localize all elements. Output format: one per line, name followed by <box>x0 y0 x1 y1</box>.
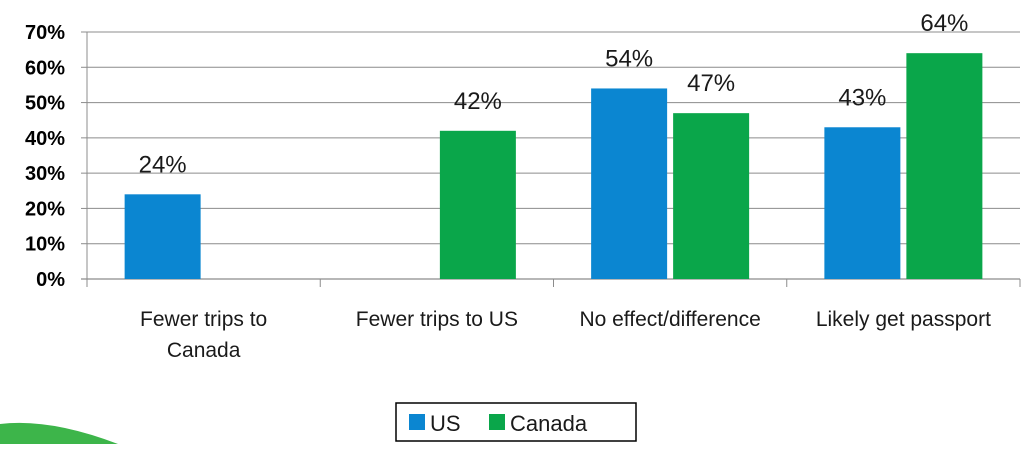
gridlines <box>87 31 1020 245</box>
legend-swatch-us <box>409 414 425 430</box>
bar-canada-2 <box>673 113 750 280</box>
data-label: 64% <box>920 10 968 37</box>
data-label: 24% <box>139 151 187 178</box>
y-tick-label: 60% <box>25 57 65 79</box>
bars <box>124 53 983 280</box>
y-tick-label: 50% <box>25 93 65 115</box>
bar-canada-1 <box>439 130 516 279</box>
legend-label-us: US <box>430 411 461 436</box>
legend-label-canada: Canada <box>510 411 588 436</box>
labels: 0% 10% 20% 30% 40% 50% 60% 70% Fewer trips to Can… <box>25 10 991 362</box>
y-tick-label: 10% <box>25 234 65 256</box>
legend-box <box>395 402 637 442</box>
bar-us-0 <box>124 194 201 279</box>
data-label: 42% <box>454 88 502 115</box>
x-category-label: Likely get passport <box>816 308 991 331</box>
x-category-label: Fewer trips to Canada <box>140 308 267 362</box>
data-label: 43% <box>838 84 886 111</box>
x-category-label: No effect/difference <box>579 308 760 331</box>
y-tick-label: 40% <box>25 128 65 150</box>
data-label: 47% <box>687 70 735 97</box>
x-category-label: Fewer trips to US <box>356 308 518 331</box>
legend: US Canada <box>395 402 637 442</box>
decoration-layer <box>0 422 118 444</box>
data-label: 54% <box>605 45 653 72</box>
bar-us-2 <box>591 88 668 279</box>
y-tick-label: 70% <box>25 22 65 44</box>
bar-canada-3 <box>906 53 983 279</box>
corner-swoosh-decoration <box>0 422 118 444</box>
y-tick-label: 20% <box>25 198 65 220</box>
bar-us-3 <box>824 127 901 280</box>
legend-swatch-canada <box>489 414 505 430</box>
y-tick-label: 0% <box>36 269 65 291</box>
y-tick-label: 30% <box>25 163 65 185</box>
